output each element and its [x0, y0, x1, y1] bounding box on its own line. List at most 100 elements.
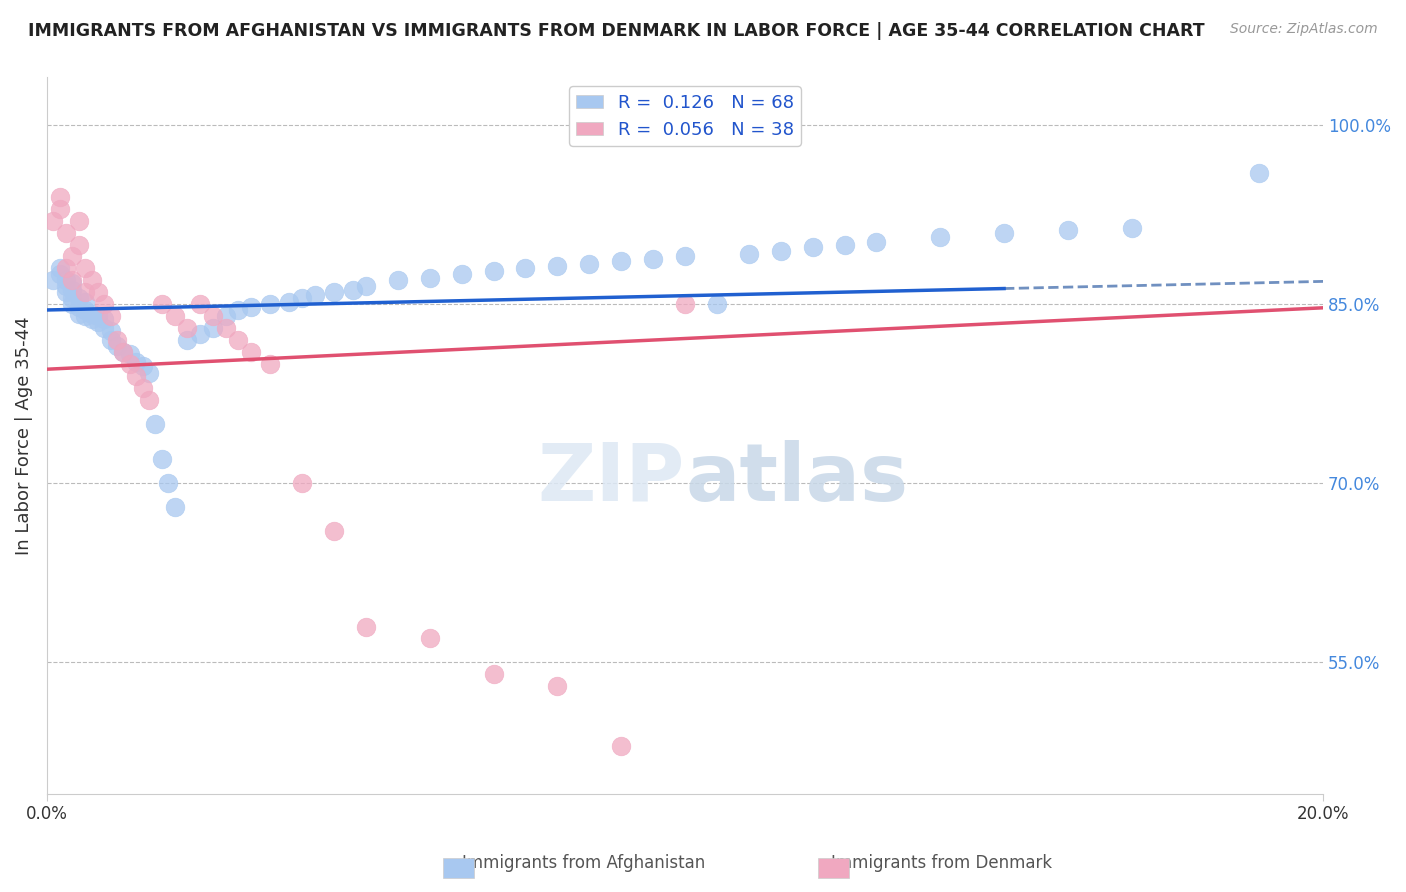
Point: [100, 333, 122, 347]
Text: ZIP: ZIP: [537, 440, 685, 517]
Point: [150, 452, 173, 467]
Point: [118, 347, 141, 361]
Point: [214, 321, 236, 335]
Point: [1057, 223, 1080, 237]
Point: [55, 285, 77, 300]
Point: [259, 357, 281, 371]
Point: [80, 307, 103, 321]
Point: [515, 261, 537, 276]
Point: [67, 213, 90, 227]
Point: [112, 345, 135, 359]
Point: [87, 285, 110, 300]
Point: [228, 303, 250, 318]
Point: [578, 257, 600, 271]
Point: [75, 309, 97, 323]
Point: [176, 321, 198, 335]
Point: [75, 285, 97, 300]
Text: Immigrants from Afghanistan: Immigrants from Afghanistan: [461, 855, 706, 872]
Point: [67, 237, 90, 252]
Point: [80, 273, 103, 287]
Point: [278, 294, 301, 309]
Point: [100, 309, 122, 323]
Point: [769, 244, 792, 258]
Point: [105, 339, 128, 353]
Text: Source: ZipAtlas.com: Source: ZipAtlas.com: [1230, 22, 1378, 37]
Point: [610, 254, 633, 268]
Point: [673, 250, 696, 264]
Point: [157, 476, 180, 491]
Point: [801, 240, 824, 254]
Point: [450, 268, 472, 282]
Point: [93, 297, 115, 311]
Point: [67, 300, 90, 314]
Point: [201, 309, 224, 323]
Point: [865, 235, 887, 249]
Point: [100, 324, 122, 338]
Point: [55, 273, 77, 287]
Point: [291, 476, 314, 491]
Point: [62, 297, 84, 311]
Point: [643, 252, 665, 266]
Y-axis label: In Labor Force | Age 35-44: In Labor Force | Age 35-44: [15, 317, 32, 555]
Point: [176, 333, 198, 347]
Point: [291, 291, 314, 305]
Point: [419, 632, 441, 646]
Legend: R =  0.126   N = 68, R =  0.056   N = 38: R = 0.126 N = 68, R = 0.056 N = 38: [569, 87, 801, 146]
Text: atlas: atlas: [685, 440, 908, 517]
Point: [929, 230, 952, 244]
Point: [546, 679, 568, 693]
Point: [546, 259, 568, 273]
Point: [163, 500, 186, 515]
Point: [323, 285, 346, 300]
Point: [118, 357, 141, 371]
Text: IMMIGRANTS FROM AFGHANISTAN VS IMMIGRANTS FROM DENMARK IN LABOR FORCE | AGE 35-4: IMMIGRANTS FROM AFGHANISTAN VS IMMIGRANT…: [28, 22, 1205, 40]
Point: [188, 327, 211, 342]
Point: [387, 273, 409, 287]
Point: [163, 309, 186, 323]
Point: [1249, 166, 1271, 180]
Point: [42, 273, 65, 287]
Point: [304, 287, 326, 301]
Point: [138, 392, 160, 407]
Point: [354, 619, 377, 633]
Point: [145, 417, 167, 431]
Point: [93, 311, 115, 326]
Point: [125, 368, 148, 383]
Point: [62, 276, 84, 290]
Point: [419, 271, 441, 285]
Point: [48, 190, 70, 204]
Point: [738, 247, 761, 261]
Point: [48, 261, 70, 276]
Point: [62, 283, 84, 297]
Point: [62, 250, 84, 264]
Point: [48, 268, 70, 282]
Point: [228, 333, 250, 347]
Point: [105, 333, 128, 347]
Point: [55, 279, 77, 293]
Point: [240, 345, 263, 359]
Point: [75, 294, 97, 309]
Point: [87, 315, 110, 329]
Point: [42, 213, 65, 227]
Point: [80, 311, 103, 326]
Point: [993, 226, 1015, 240]
Point: [259, 297, 281, 311]
Point: [150, 297, 173, 311]
Point: [214, 309, 236, 323]
Point: [87, 309, 110, 323]
Point: [75, 261, 97, 276]
Point: [610, 739, 633, 753]
Point: [673, 297, 696, 311]
Point: [67, 291, 90, 305]
Point: [201, 321, 224, 335]
Point: [131, 359, 153, 374]
Point: [93, 321, 115, 335]
Point: [1121, 220, 1143, 235]
Point: [48, 202, 70, 216]
Point: [482, 264, 505, 278]
Point: [125, 354, 148, 368]
Point: [112, 345, 135, 359]
Point: [67, 307, 90, 321]
Point: [55, 226, 77, 240]
Point: [240, 300, 263, 314]
